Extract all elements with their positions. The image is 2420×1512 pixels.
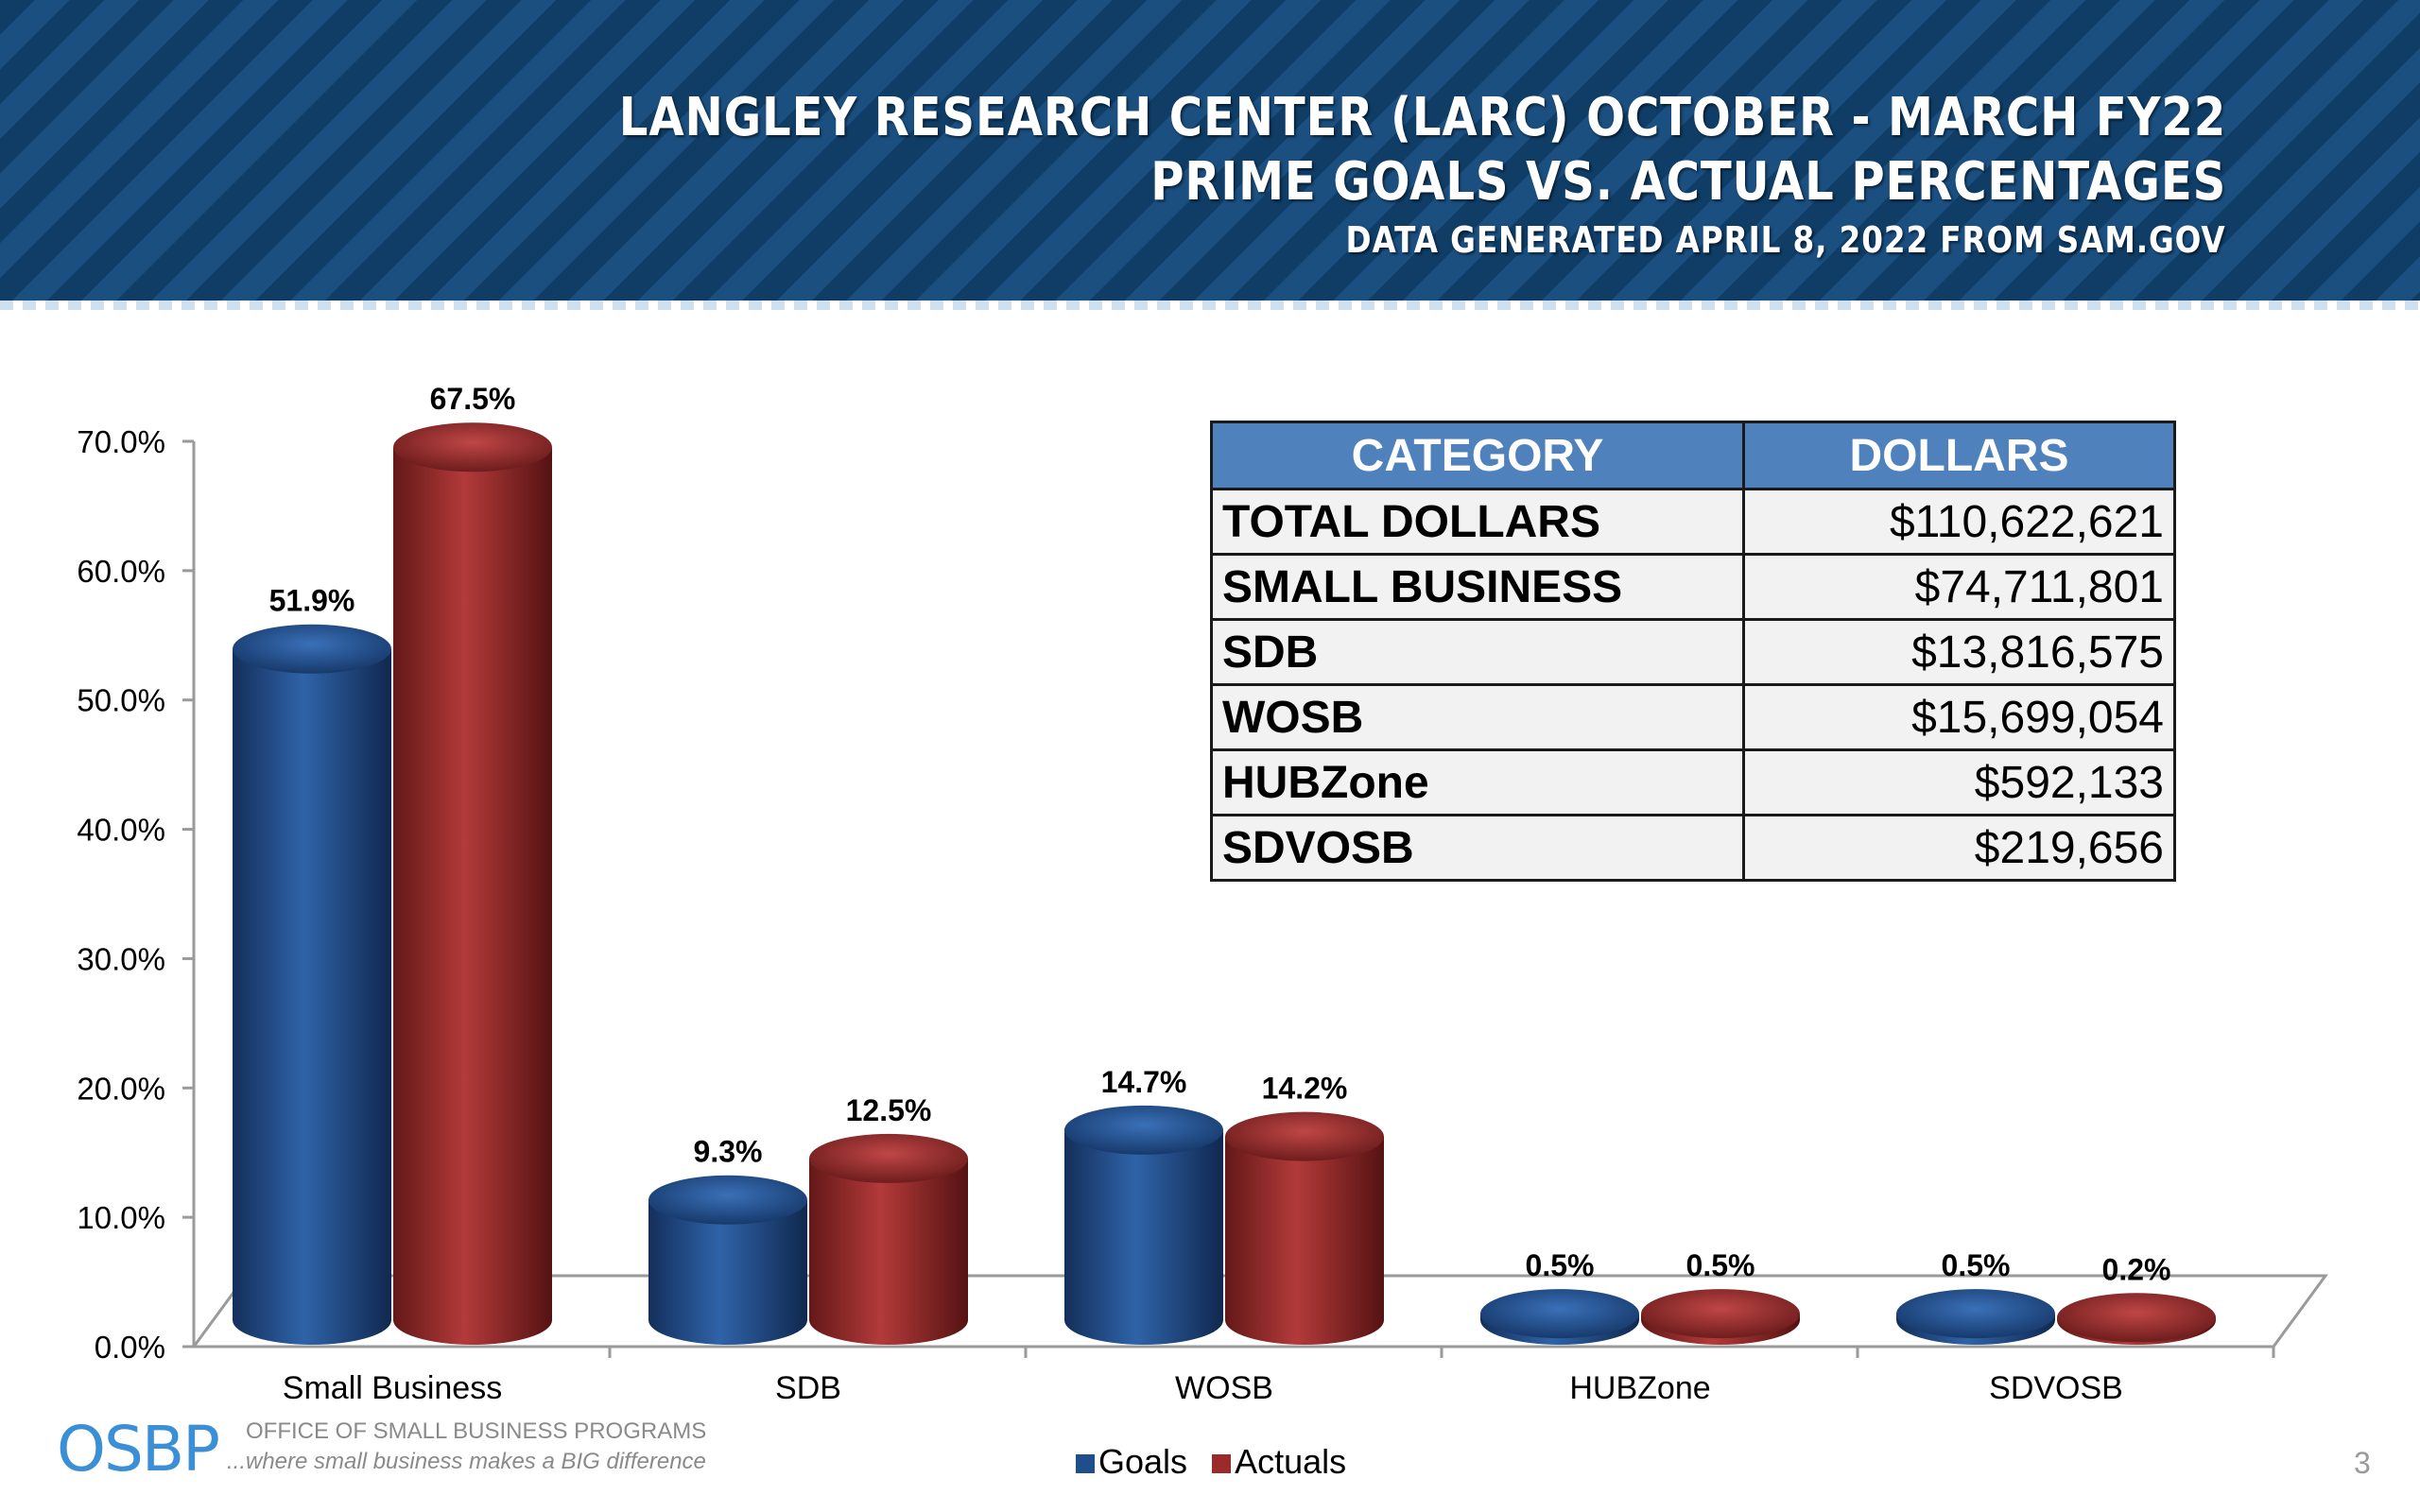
logo-tagline-motto: ...where small business makes a BIG diff… — [227, 1449, 706, 1474]
bar-goals — [233, 648, 391, 1345]
header-category: CATEGORY — [1210, 421, 1745, 490]
y-tick-label: 0.0% — [95, 1330, 165, 1365]
bar-goals-top — [648, 1175, 807, 1225]
bar-actuals — [1225, 1136, 1384, 1345]
table-row: HUBZone $592,133 — [1210, 748, 2176, 816]
data-label: 0.5% — [1526, 1248, 1595, 1282]
dollars-table: CATEGORY DOLLARS TOTAL DOLLARS $110,622,6… — [1210, 421, 2176, 882]
dollars-cell: $219,656 — [1742, 814, 2176, 882]
bar-goals-top — [1064, 1105, 1223, 1155]
title-banner: LANGLEY RESEARCH CENTER (LARC) OCTOBER -… — [0, 0, 2420, 301]
bar-actuals-top — [1641, 1289, 1800, 1339]
header-dollars: DOLLARS — [1742, 421, 2176, 490]
table-row: SMALL BUSINESS $74,711,801 — [1210, 553, 2176, 621]
category-cell: WOSB — [1210, 683, 1745, 751]
x-tick-label: WOSB — [1175, 1370, 1273, 1406]
table-row: WOSB $15,699,054 — [1210, 683, 2176, 751]
bar-goals — [648, 1199, 807, 1345]
chart-subtitle: DATA GENERATED APRIL 8, 2022 FROM SAM.GO… — [1345, 219, 2226, 261]
table-row: SDVOSB $219,656 — [1210, 814, 2176, 882]
data-label: 9.3% — [694, 1135, 763, 1169]
data-label: 14.2% — [1262, 1072, 1348, 1106]
osbp-logo-mark: OSBP — [57, 1413, 220, 1486]
dollars-cell: $592,133 — [1742, 748, 2176, 816]
dollars-cell: $13,816,575 — [1742, 618, 2176, 686]
y-tick-label: 60.0% — [77, 554, 165, 589]
bar-goals-top — [1480, 1289, 1639, 1339]
table-header-row: CATEGORY DOLLARS — [1210, 421, 2176, 490]
chart-labels: 0.0% 10.0% 20.0% 30.0% 40.0% 50.0% 60.0% 70.0% S… — [77, 382, 2170, 1406]
legend-label-actuals: Actuals — [1235, 1442, 1347, 1481]
data-label: 12.5% — [846, 1093, 932, 1127]
bar-goals-top — [233, 624, 391, 674]
bar-actuals — [393, 447, 552, 1345]
x-tick-label: Small Business — [283, 1370, 502, 1406]
bar-goals — [1064, 1129, 1223, 1345]
x-tick-label: HUBZone — [1569, 1370, 1710, 1406]
x-tick-label: SDVOSB — [1989, 1370, 2123, 1406]
bar-actuals — [809, 1158, 968, 1345]
chart-title-line1: LANGLEY RESEARCH CENTER (LARC) OCTOBER -… — [618, 87, 2226, 148]
category-cell: TOTAL DOLLARS — [1210, 488, 1745, 556]
x-tick-label: SDB — [775, 1370, 841, 1406]
bar-actuals-top — [2057, 1293, 2216, 1343]
logo-tagline-office: OFFICE OF SMALL BUSINESS PROGRAMS — [246, 1418, 707, 1444]
chart-bars — [233, 422, 2216, 1345]
bar-actuals-top — [1225, 1111, 1384, 1161]
y-tick-label: 50.0% — [77, 683, 165, 718]
bar-actuals-top — [393, 422, 552, 472]
category-cell: HUBZone — [1210, 748, 1745, 816]
legend-swatch-actuals — [1212, 1454, 1232, 1474]
data-label: 0.2% — [2102, 1252, 2171, 1286]
header-divider — [0, 301, 2420, 310]
data-label: 0.5% — [1686, 1248, 1755, 1282]
dollars-cell: $110,622,621 — [1742, 488, 2176, 556]
data-label: 14.7% — [1101, 1065, 1187, 1099]
dollars-cell: $74,711,801 — [1742, 553, 2176, 621]
legend-label-goals: Goals — [1098, 1442, 1188, 1481]
category-cell: SDB — [1210, 618, 1745, 686]
page-number: 3 — [2354, 1446, 2371, 1480]
data-label: 51.9% — [269, 584, 355, 618]
data-label: 67.5% — [430, 382, 516, 416]
chart-legend: Goals Actuals — [1076, 1442, 1346, 1482]
category-cell: SDVOSB — [1210, 814, 1745, 882]
bar-actuals-top — [809, 1133, 968, 1183]
chart-title-line2: PRIME GOALS VS. ACTUAL PERCENTAGES — [1150, 151, 2226, 213]
data-label: 0.5% — [1942, 1248, 2011, 1282]
bar-goals-top — [1896, 1289, 2055, 1339]
y-tick-label: 20.0% — [77, 1071, 165, 1106]
category-cell: SMALL BUSINESS — [1210, 553, 1745, 621]
y-tick-label: 10.0% — [77, 1200, 165, 1235]
y-tick-label: 40.0% — [77, 813, 165, 848]
table-row: TOTAL DOLLARS $110,622,621 — [1210, 488, 2176, 556]
table-row: SDB $13,816,575 — [1210, 618, 2176, 686]
legend-swatch-goals — [1076, 1454, 1095, 1474]
y-tick-label: 30.0% — [77, 941, 165, 976]
y-tick-label: 70.0% — [77, 424, 165, 459]
dollars-cell: $15,699,054 — [1742, 683, 2176, 751]
